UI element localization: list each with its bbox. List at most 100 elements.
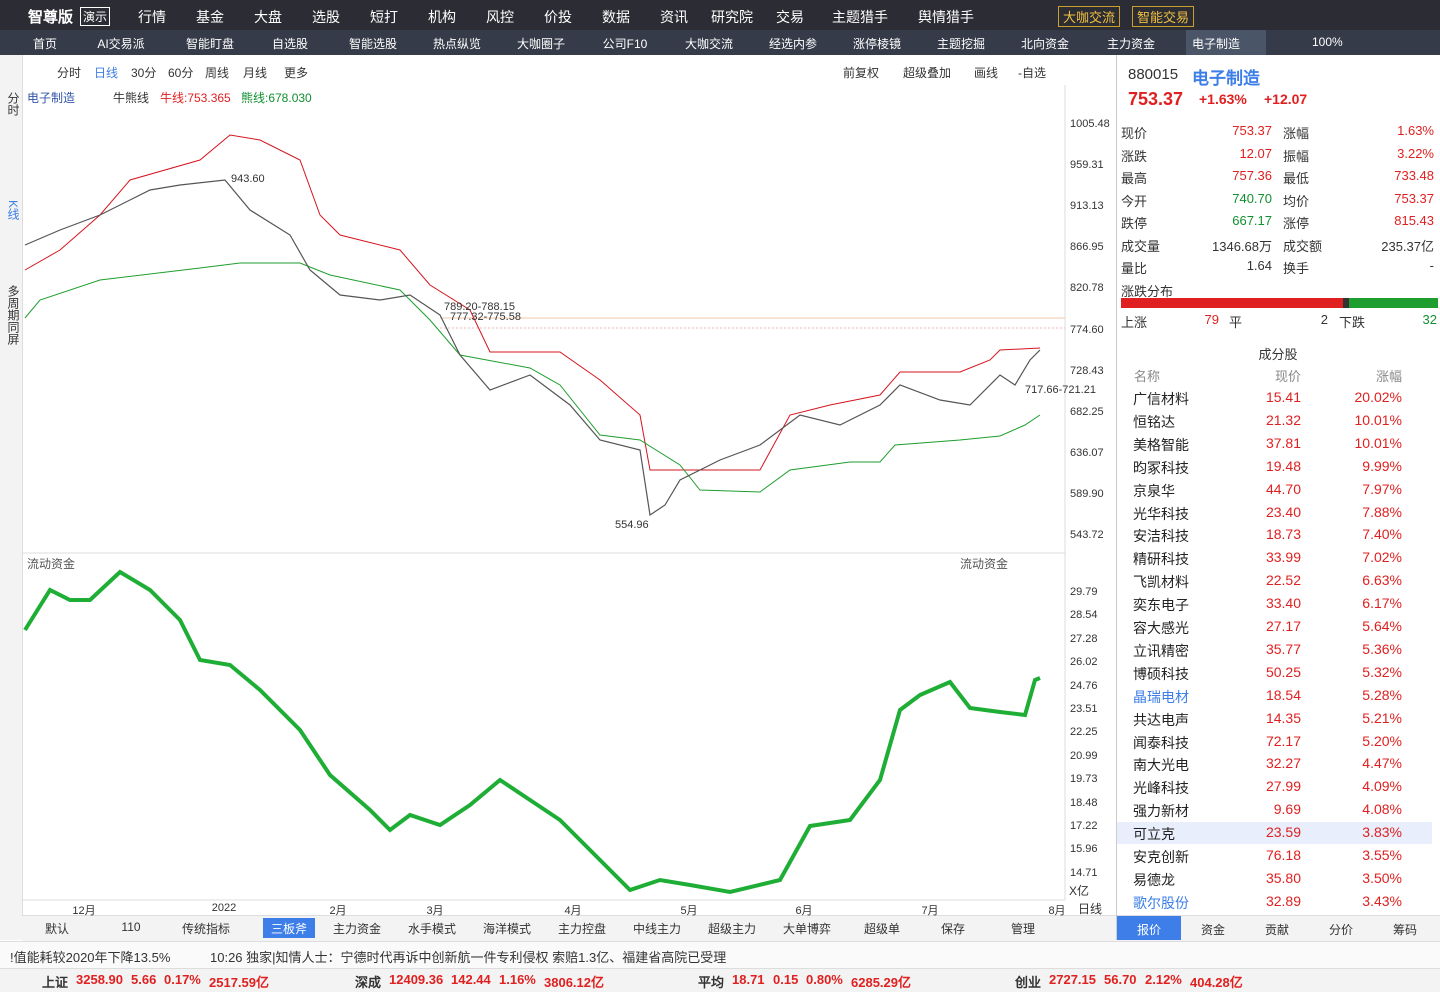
label: 涨跌	[1121, 148, 1148, 164]
tool[interactable]: -自选	[1018, 66, 1046, 80]
right-tab[interactable]: 分价	[1328, 923, 1354, 937]
stock-price: 76.18	[1265, 847, 1301, 863]
stock-name[interactable]: 歌尔股份	[1133, 894, 1189, 911]
bottom-tab[interactable]: 默认	[44, 922, 70, 936]
stock-name[interactable]: 恒铭达	[1133, 413, 1175, 430]
bottom-tab[interactable]: 管理	[1010, 922, 1036, 936]
tab[interactable]: 首页	[32, 37, 58, 51]
stock-name[interactable]: 飞凯材料	[1133, 574, 1189, 591]
stock-name[interactable]: 博硕科技	[1133, 665, 1189, 682]
side-tab[interactable]: 多周期同屏	[6, 285, 20, 345]
stock-pct: 9.99%	[1362, 457, 1402, 474]
stock-name[interactable]: 精研科技	[1133, 551, 1189, 568]
tool[interactable]: 超级叠加	[903, 66, 952, 80]
period[interactable]: 周线	[205, 66, 230, 80]
tab[interactable]: 智能选股	[348, 37, 398, 51]
stock-name[interactable]: 闻泰科技	[1133, 734, 1189, 751]
top-button[interactable]: 智能交易	[1132, 6, 1195, 27]
period[interactable]: 分时	[57, 66, 82, 80]
bottom-tab[interactable]: 中线主力	[632, 922, 682, 936]
stock-name[interactable]: 强力新材	[1133, 803, 1189, 820]
tab[interactable]: 涨停棱镜	[852, 37, 902, 51]
menu-item[interactable]: 价投	[544, 9, 572, 25]
tab[interactable]: 大咖圈子	[516, 37, 566, 51]
bottom-tab[interactable]: 海洋模式	[482, 922, 532, 936]
stock-name[interactable]: 昀冢科技	[1133, 459, 1189, 476]
bottom-tab[interactable]: 超级单	[863, 922, 901, 936]
period[interactable]: 日线	[94, 66, 119, 80]
tab[interactable]: 热点纵览	[432, 37, 482, 51]
stock-name[interactable]: 立讯精密	[1133, 642, 1189, 659]
stock-name[interactable]: 容大感光	[1133, 620, 1189, 636]
tab[interactable]: 公司F10	[602, 37, 648, 51]
stock-name[interactable]: 奕东电子	[1133, 597, 1189, 614]
menu-item[interactable]: 舆情猎手	[918, 9, 974, 25]
list-title: 成分股	[1258, 347, 1298, 362]
stock-name[interactable]: 易德龙	[1133, 871, 1175, 888]
stock-name[interactable]: 美格智能	[1133, 436, 1189, 453]
y-tick-label: 1005.48	[1070, 118, 1110, 130]
menu-item[interactable]: 大盘	[254, 9, 282, 25]
bottom-tab[interactable]: 主力资金	[332, 922, 382, 936]
menu-item[interactable]: 数据	[602, 9, 630, 25]
stock-name[interactable]: 光华科技	[1133, 505, 1189, 522]
stock-name[interactable]: 共达电声	[1133, 711, 1189, 728]
right-tab[interactable]: 筹码	[1392, 923, 1418, 937]
value: 235.37亿	[1381, 238, 1434, 254]
tab[interactable]: 智能盯盘	[185, 37, 235, 51]
period[interactable]: 更多	[284, 66, 309, 80]
menu-item[interactable]: 交易	[776, 9, 804, 25]
stock-pct: 5.28%	[1362, 686, 1402, 703]
period[interactable]: 60分	[168, 66, 194, 80]
period[interactable]: 30分	[131, 66, 157, 80]
tab[interactable]: 大咖交流	[684, 37, 734, 51]
menu-item[interactable]: 研究院	[711, 9, 753, 25]
stock-name[interactable]: 晶瑞电材	[1133, 688, 1189, 705]
menu-item[interactable]: 资讯	[660, 9, 688, 25]
bottom-tab[interactable]: 保存	[940, 922, 966, 936]
stock-name[interactable]: 安洁科技	[1133, 528, 1189, 545]
stock-pct: 3.55%	[1362, 847, 1402, 863]
bottom-tab[interactable]: 超级主力	[707, 922, 757, 936]
tab[interactable]: 经选内参	[768, 37, 818, 51]
bottom-tab[interactable]: 传统指标	[181, 922, 231, 936]
bottom-tab[interactable]: 水手模式	[407, 922, 457, 936]
tab[interactable]: AI交易派	[97, 37, 145, 51]
stock-name[interactable]: 广信材料	[1133, 391, 1189, 407]
stock-name[interactable]: 光峰科技	[1133, 780, 1189, 797]
menu-item[interactable]: 风控	[486, 9, 514, 25]
y-tick-label: 820.78	[1070, 282, 1104, 295]
tab[interactable]: 电子制造	[1191, 37, 1241, 51]
stock-name[interactable]: 南大光电	[1133, 757, 1189, 774]
menu-item[interactable]: 短打	[370, 9, 398, 25]
right-tab[interactable]: 报价	[1136, 923, 1162, 937]
tab[interactable]: 北向资金	[1020, 37, 1070, 51]
menu-item[interactable]: 基金	[196, 9, 224, 25]
top-bar	[0, 0, 1440, 30]
tool[interactable]: 前复权	[843, 66, 880, 80]
menu-item[interactable]: 主题猎手	[832, 9, 888, 25]
menu-item[interactable]: 机构	[428, 9, 456, 25]
top-button[interactable]: 大咖交流	[1058, 6, 1121, 27]
tab[interactable]: 自选股	[271, 37, 309, 51]
period[interactable]: 月线	[243, 66, 268, 80]
tab[interactable]: 主力资金	[1106, 37, 1156, 51]
list-header: 涨幅	[1375, 369, 1402, 384]
side-tab[interactable]: K线	[6, 200, 20, 221]
bottom-tab[interactable]: 主力控盘	[557, 922, 607, 936]
right-tab[interactable]: 资金	[1200, 923, 1226, 937]
logo: 智尊版	[28, 9, 74, 26]
right-tab[interactable]: 贡献	[1264, 923, 1290, 937]
side-tab[interactable]: 分时	[6, 92, 20, 116]
bottom-tab[interactable]: 三板斧	[270, 922, 308, 936]
stock-name[interactable]: 安克创新	[1133, 849, 1189, 865]
stock-name[interactable]: 可立克	[1133, 826, 1175, 843]
tab[interactable]: 主题挖掘	[936, 37, 986, 51]
menu-item[interactable]: 行情	[138, 9, 166, 25]
stock-name[interactable]: 京泉华	[1133, 482, 1175, 499]
y-tick-label: 18.48	[1070, 796, 1098, 809]
bottom-tab[interactable]: 110	[121, 920, 141, 934]
bottom-tab[interactable]: 大单博弈	[782, 922, 832, 936]
menu-item[interactable]: 选股	[312, 9, 340, 25]
tool[interactable]: 画线	[974, 66, 999, 80]
